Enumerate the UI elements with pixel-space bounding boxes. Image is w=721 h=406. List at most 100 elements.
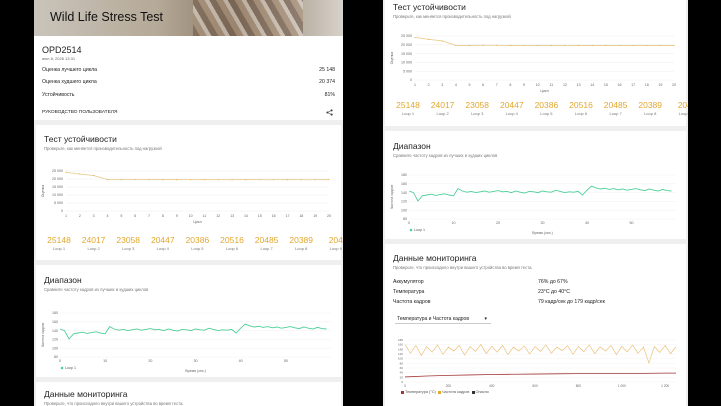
loop-score-cell: 20389 Loop 8: [633, 100, 667, 116]
y-tick-label: 60: [400, 366, 404, 370]
x-tick-label: 5: [120, 214, 122, 218]
loop-score-cell: 24017 Loop 2: [77, 235, 111, 251]
x-tick-label: 19: [313, 214, 317, 218]
stability-title: Тест устойчивости: [44, 134, 117, 144]
data-point: [93, 175, 95, 177]
series-line-loop1: [408, 185, 672, 202]
x-tick-label: 12: [216, 214, 220, 218]
data-point: [300, 179, 302, 181]
loop-score-value: 20386: [185, 235, 210, 245]
loop-label: Loop 8: [295, 246, 308, 251]
data-point: [203, 179, 205, 181]
data-point: [578, 45, 580, 47]
x-tick-label: 9: [523, 83, 525, 87]
y-tick-label: 140: [398, 347, 403, 351]
x-tick-label: 13: [577, 83, 581, 87]
metric-dropdown[interactable]: Температура и Частота кадров ▾: [395, 314, 491, 324]
x-tick-label: 6: [134, 214, 136, 218]
data-point: [286, 179, 288, 181]
row-label: Устойчивость: [42, 92, 75, 98]
stability-subtitle: Проверьте, как меняется производительнос…: [44, 146, 162, 151]
x-tick-label: 17: [285, 214, 289, 218]
loop-label: Loop 1: [52, 246, 66, 251]
loop-label: Loop 7: [260, 246, 273, 251]
legend-temp: Температура (°C): [401, 390, 436, 394]
stability-title: Тест устойчивости: [393, 2, 466, 12]
loop-label: Loop 5: [191, 246, 204, 251]
data-point: [107, 179, 109, 181]
range-subtitle: Сравните частоту кадров из лучших и худш…: [44, 287, 149, 292]
loop-score-value: 20447: [150, 235, 175, 245]
data-point: [537, 45, 539, 47]
monitor-title: Данные мониторинга: [393, 253, 477, 263]
loop-score-cell: 25148 Loop 1: [42, 235, 76, 251]
row-label: Температура: [393, 289, 425, 295]
loop-score-cell: 20389 Loop 8: [284, 235, 318, 251]
x-tick-label: 1: [65, 214, 67, 218]
x-tick-label: 800: [576, 384, 582, 388]
data-point: [564, 45, 566, 47]
data-point: [496, 44, 498, 46]
monitor-card: Данные мониторинга Проверьте, что происх…: [385, 244, 686, 406]
loop-score-value: 20447: [499, 100, 524, 110]
x-tick-label: 12: [563, 83, 567, 87]
loop-score-value: 20485: [254, 235, 279, 245]
x-axis-label: Цикл: [193, 220, 201, 224]
range-title: Диапазон: [44, 275, 82, 285]
monitor-title: Данные мониторинга: [44, 389, 128, 399]
loop-score-value: 23058: [465, 100, 489, 110]
loop-label: Loop 6: [225, 246, 239, 251]
framerate-row: Частота кадров 79 кадр/сек до 179 кадр/се…: [393, 299, 678, 305]
stability-row: Устойчивость 81%: [42, 92, 335, 98]
legend-label: Loop 1: [414, 228, 425, 232]
x-tick-label: 15: [258, 214, 262, 218]
loop-score-cell: 20386 Loop 5: [180, 235, 214, 251]
best-loop-row: Оценка лучшего цикла 25 148: [42, 67, 335, 73]
y-tick-label: 20: [400, 375, 404, 379]
x-tick-label: 1 200: [661, 384, 669, 388]
data-point: [273, 179, 275, 181]
series-line-fps: [404, 343, 677, 364]
y-tick-label: 180: [398, 338, 403, 342]
data-point: [314, 179, 316, 181]
data-point: [328, 179, 330, 181]
row-label: Оценка худшего цикла: [42, 79, 97, 85]
x-tick-label: 50: [284, 359, 288, 363]
data-point: [231, 179, 233, 181]
monitor-subtitle: Проверьте, что происходило внутри вашего…: [44, 401, 184, 406]
right-phone-screen: Тест устойчивости Проверьте, как меняетс…: [383, 0, 688, 406]
loop-score-value: 25148: [396, 100, 420, 110]
loop-score-cell: 24017 Loop 2: [426, 100, 460, 116]
device-name: OPD2514: [42, 45, 82, 55]
y-tick-label: 80: [54, 355, 58, 359]
loop-score-cell: 20485 Loop 7: [250, 235, 284, 251]
temperature-row: Температура 23°C до 40°C: [393, 289, 678, 295]
user-guide-link[interactable]: РУКОВОДСТВО ПОЛЬЗОВАТЕЛЯ: [42, 110, 118, 115]
y-tick-label: 180: [401, 173, 407, 177]
series-line: [65, 171, 330, 181]
x-tick-label: 40: [239, 359, 243, 363]
x-tick-label: 17: [631, 83, 635, 87]
data-point: [65, 171, 67, 173]
x-tick-label: 15: [604, 83, 608, 87]
x-axis-label: Цикл: [540, 89, 548, 93]
x-tick-label: 11: [203, 214, 207, 218]
y-tick-label: 100: [398, 357, 403, 361]
data-point: [79, 173, 81, 175]
loop-score-value: 20389: [638, 100, 662, 110]
x-tick-label: 20: [327, 214, 331, 218]
x-tick-label: 30: [194, 359, 198, 363]
monitor-subtitle: Проверьте, что происходило внутри вашего…: [393, 265, 533, 270]
battery-row: Аккумулятор 76% до 67%: [393, 279, 678, 285]
y-tick-label: 160: [401, 182, 407, 186]
x-tick-label: 1 000: [618, 384, 626, 388]
y-tick-label: 160: [398, 343, 403, 347]
share-icon[interactable]: [326, 109, 333, 116]
loop-score-cell: 20516 Loop 6: [215, 235, 249, 251]
x-tick-label: 19: [658, 83, 662, 87]
y-tick-label: 40: [400, 371, 404, 375]
y-tick-label: 120: [401, 200, 407, 204]
